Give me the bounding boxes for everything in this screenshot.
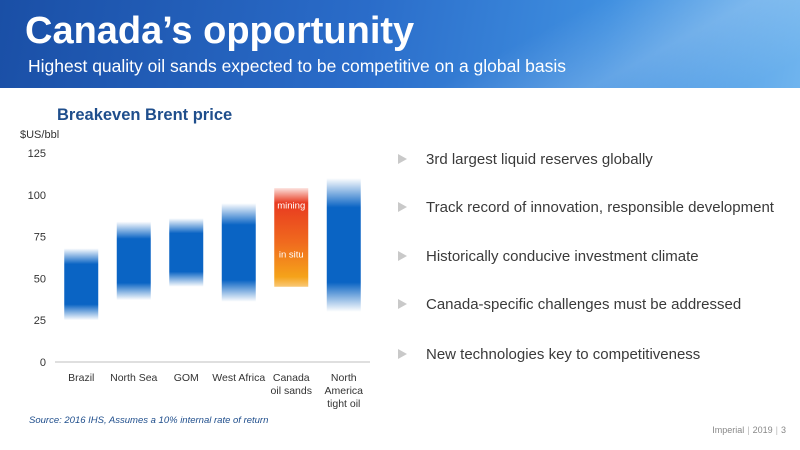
bar-range	[64, 248, 99, 321]
y-tick-label: 125	[28, 148, 46, 160]
page-title: Canada’s opportunity	[25, 10, 415, 52]
bullet-arrow-icon	[398, 349, 407, 359]
bullet-item: 3rd largest liquid reserves globally	[398, 148, 653, 170]
footer: Imperial | 2019 | 3	[712, 425, 786, 435]
segment-label: mining	[277, 200, 305, 211]
x-tick-label: America	[324, 385, 363, 397]
x-tick-label: West Africa	[212, 372, 265, 384]
header-banner: Canada’s opportunity Highest quality oil…	[0, 0, 800, 88]
bullet-arrow-icon	[398, 251, 407, 261]
x-tick-label: North Sea	[110, 372, 157, 384]
footer-company: Imperial	[712, 425, 745, 435]
x-tick-label: tight oil	[327, 398, 360, 410]
bar-range	[116, 221, 151, 301]
page-number: 3	[780, 425, 786, 435]
page-subtitle: Highest quality oil sands expected to be…	[28, 56, 566, 76]
segment-label: in situ	[279, 250, 304, 261]
bar-range	[326, 178, 361, 312]
bullet-arrow-icon	[398, 202, 407, 212]
bullet-arrow-icon	[398, 299, 407, 309]
y-tick-label: 100	[28, 190, 46, 202]
x-tick-label: Canada	[273, 372, 310, 384]
source-note: Source: 2016 IHS, Assumes a 10% internal…	[29, 415, 269, 426]
bar-range	[274, 188, 309, 287]
x-tick-label: North	[331, 372, 357, 384]
y-tick-label: 0	[40, 357, 46, 369]
y-tick-label: 25	[34, 315, 46, 327]
chart-title: Breakeven Brent price	[57, 106, 233, 124]
y-tick-label: 50	[34, 273, 46, 285]
bullet-item: Track record of innovation, responsible …	[398, 196, 774, 218]
y-tick-label: 75	[34, 232, 46, 244]
x-tick-label: GOM	[174, 372, 199, 384]
bullet-item: Canada-specific challenges must be addre…	[398, 293, 741, 315]
footer-year: 2019	[752, 425, 773, 435]
bullet-item: Historically conducive investment climat…	[398, 245, 699, 267]
bullet-item: New technologies key to competitiveness	[398, 343, 700, 365]
y-axis-unit-label: $US/bbl	[20, 129, 60, 141]
bar-range	[221, 203, 256, 302]
bar-range	[169, 218, 204, 287]
x-tick-label: oil sands	[271, 385, 312, 397]
bullet-arrow-icon	[398, 154, 407, 164]
x-tick-label: Brazil	[68, 372, 94, 384]
